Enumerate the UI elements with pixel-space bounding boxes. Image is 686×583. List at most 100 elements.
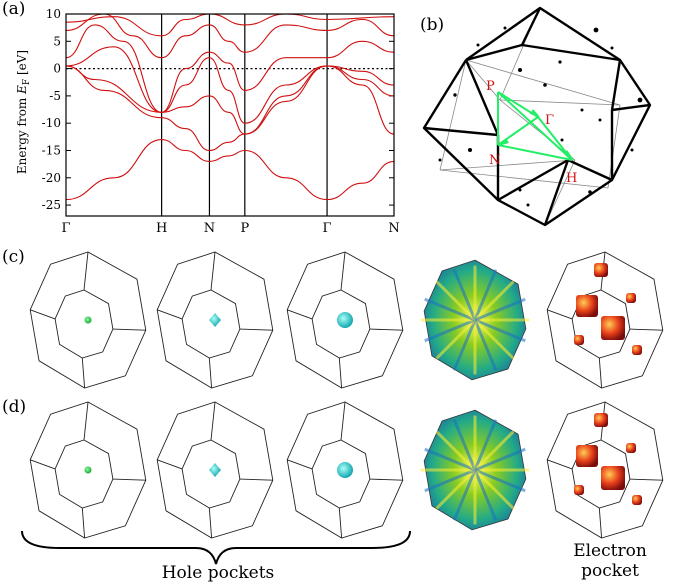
fermi-surface-thumbnail	[546, 401, 664, 539]
fermi-surface-streak	[424, 318, 476, 343]
fermi-surface-thumbnail	[286, 401, 404, 539]
bz-edge	[287, 459, 313, 470]
electron-pocket-caption-line2: pocket	[581, 561, 639, 581]
fermi-surface-thumbnail	[286, 251, 404, 389]
fermi-surface-thumbnail	[420, 409, 530, 531]
bz-edge	[30, 459, 56, 470]
panel-label-b: (b)	[420, 15, 444, 35]
bz-inner-face	[181, 439, 241, 509]
bz-label-N: N	[489, 153, 500, 168]
fermi-surface-streak	[473, 318, 515, 360]
fermi-surface-streak	[435, 280, 477, 322]
bz-polyhedron	[422, 6, 652, 227]
hole-pockets-brace	[21, 530, 411, 565]
fermi-surface-streak	[452, 319, 477, 371]
bz-edge	[81, 357, 86, 389]
electron-pocket-patch	[574, 485, 584, 495]
electron-pocket-patch	[594, 263, 608, 277]
brillouin-zone-panel: (b)	[420, 6, 652, 227]
fermi-surface-streak	[473, 419, 498, 471]
bz-edge	[287, 309, 313, 320]
band-curve	[65, 24, 395, 113]
fermi-surface-streak	[452, 469, 477, 521]
fermi-surface-streak	[474, 447, 526, 472]
hole-pockets-caption: Hole pockets	[162, 563, 275, 583]
k-point-label: N	[388, 221, 399, 236]
k-point-label: N	[204, 221, 215, 236]
fermi-surface-streak	[473, 430, 515, 472]
fermi-surface-streak	[424, 297, 476, 322]
electron-pocket-patch	[594, 413, 608, 427]
bz-inner-face	[181, 289, 241, 359]
fermi-surface-streak	[452, 269, 477, 321]
panel-label-a: (a)	[2, 0, 25, 19]
fermi-surface-thumbnail	[29, 401, 147, 539]
k-point-label: Γ	[61, 221, 70, 236]
fermi-surface-streak	[474, 297, 526, 322]
y-tick-label: 0	[53, 62, 61, 76]
hole-pocket-small	[84, 316, 92, 324]
y-tick-label: -15	[42, 143, 61, 157]
bz-path-arrowheads	[498, 109, 574, 160]
bz-inner-face	[54, 289, 114, 359]
bz-edge	[338, 507, 343, 539]
bz-edge	[629, 478, 663, 481]
band-curve	[65, 13, 395, 59]
hole-pocket-medium	[209, 313, 221, 327]
k-point-label: P	[240, 221, 249, 236]
fermi-surface-thumbnail	[156, 401, 274, 539]
band-lines	[65, 13, 395, 201]
bz-edge	[30, 309, 56, 320]
panel-label-c: (c)	[2, 247, 25, 267]
band-structure-panel: (a) Energy from EF [eV] 10 5 0 -5 -10 -15 -20 -…	[2, 0, 400, 236]
electron-pocket-caption-line1: Electron	[573, 541, 647, 561]
bz-edge	[338, 357, 343, 389]
k-point-label: Γ	[323, 221, 332, 236]
electron-pocket-patch	[626, 293, 636, 303]
bz-edge	[81, 507, 86, 539]
y-tick-label: -5	[49, 89, 61, 103]
bz-edge	[112, 328, 146, 331]
y-axis-label: Energy from EF [eV]	[15, 50, 32, 174]
k-point-label: H	[156, 221, 167, 236]
fermi-surface-streak	[474, 318, 526, 343]
bz-edge	[112, 478, 146, 481]
fermi-surface-streak	[473, 280, 515, 322]
bz-edge	[369, 328, 403, 331]
bz-edge	[210, 251, 216, 291]
electron-pocket-patch	[632, 345, 642, 355]
fermi-surface-thumbnail	[29, 251, 147, 389]
bz-edge	[547, 459, 573, 470]
y-tick-label: 5	[53, 34, 61, 48]
y-tick-label: 10	[46, 7, 61, 21]
fermi-surface-streak	[435, 430, 477, 472]
bz-label-H: H	[566, 171, 577, 186]
bz-label-Gamma: Γ	[545, 113, 554, 128]
bz-edge	[598, 357, 603, 389]
fermi-surface-streak	[452, 419, 477, 471]
bz-edge	[208, 357, 213, 389]
band-curve	[65, 65, 395, 152]
y-tick-label: -25	[42, 198, 61, 212]
bz-edge	[340, 401, 346, 441]
bz-edge	[369, 478, 403, 481]
y-tick-label: -20	[42, 171, 61, 185]
hole-pocket-medium	[209, 463, 221, 477]
bz-inner-face	[311, 439, 371, 509]
electron-pocket-patch	[574, 335, 584, 345]
bz-edge	[598, 507, 603, 539]
hole-pocket-large	[337, 462, 353, 478]
hole-pocket-large	[337, 312, 353, 328]
band-curve	[65, 139, 395, 201]
panel-label-d: (d)	[2, 397, 26, 417]
electron-pocket-patch	[601, 316, 625, 340]
bz-edge	[629, 328, 663, 331]
electron-pocket-patch	[601, 466, 625, 490]
bz-edge	[208, 507, 213, 539]
bz-edge	[239, 328, 273, 331]
band-curve	[65, 46, 395, 124]
bz-inner-face	[311, 289, 371, 359]
fermi-surface-thumbnail	[420, 259, 530, 381]
